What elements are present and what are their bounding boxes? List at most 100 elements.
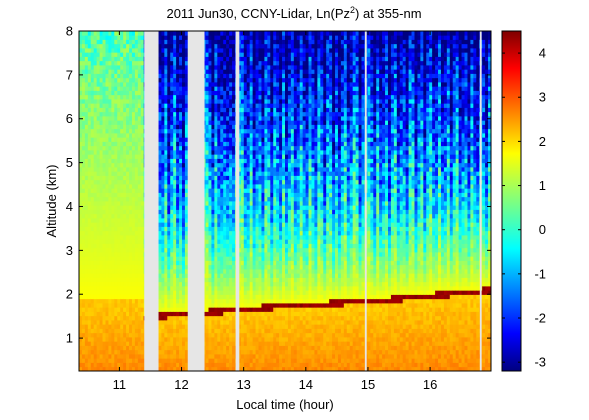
heatmap-cell [158,226,162,232]
heatmap-cell [226,90,230,96]
heatmap-cell [96,273,100,278]
heatmap-cell [96,269,100,274]
heatmap-cell [90,128,95,134]
heatmap-cell [214,103,218,108]
heatmap-cell [237,222,242,227]
heatmap-cell [223,273,227,278]
heatmap-cell [96,324,100,329]
heatmap-cell [211,150,215,155]
heatmap-cell [255,209,259,215]
heatmap-cell [232,366,236,371]
heatmap-cell [96,320,100,325]
heatmap-cell [232,192,236,198]
heatmap-cell [126,60,130,66]
heatmap-cell [81,52,86,57]
heatmap-cell [246,39,251,45]
heatmap-cell [176,320,180,325]
heatmap-cell [93,281,98,287]
heatmap-cell [167,349,171,355]
heatmap-cell [117,252,121,257]
heatmap-cell [161,290,165,295]
heatmap-cell [117,150,121,155]
heatmap-cell [208,222,212,227]
heatmap-cell [120,154,124,159]
heatmap-cell [123,332,127,338]
heatmap-cell [99,56,103,62]
heatmap-cell [102,107,106,113]
heatmap-cell [252,73,256,79]
heatmap-cell [258,77,262,83]
heatmap-cell [84,247,89,253]
heatmap-cell [208,94,212,100]
heatmap-cell [255,107,259,113]
heatmap-cell [243,320,248,325]
heatmap-cell [90,158,95,164]
heatmap-cell [208,145,212,151]
heatmap-cell [84,73,89,79]
heatmap-cell [252,366,256,371]
heatmap-cell [229,137,233,142]
heatmap-cell [87,264,92,270]
heatmap-cell [176,196,180,202]
heatmap-cell [258,99,262,104]
heatmap-cell [252,303,256,308]
heatmap-cell [161,273,165,278]
heatmap-cell [232,31,236,36]
heatmap-cell [108,188,112,193]
heatmap-cell [140,230,145,236]
heatmap-cell [114,218,118,223]
heatmap-cell [114,247,118,253]
heatmap-cell [252,120,256,125]
heatmap-cell [111,103,115,108]
heatmap-cell [249,35,254,40]
heatmap-cell [249,196,254,202]
heatmap-cell [184,328,189,334]
heatmap-cell [90,243,95,249]
heatmap-cell [126,247,130,253]
heatmap-cell [111,358,115,363]
heatmap-cell [140,35,145,40]
heatmap-cell [237,273,242,278]
heatmap-cell [102,128,106,134]
heatmap-cell [134,192,139,198]
heatmap-cell [114,188,118,193]
heatmap-cell [105,273,109,278]
heatmap-cell [173,137,177,142]
heatmap-cell [134,218,139,223]
heatmap-cell [126,158,130,164]
heatmap-cell [105,43,109,49]
heatmap-cell [182,273,186,278]
heatmap-cell [87,196,92,202]
heatmap-cell [214,137,218,142]
heatmap-cell [114,277,118,283]
heatmap-cell [182,120,186,125]
heatmap-cell [90,303,95,308]
heatmap-cell [167,354,171,359]
heatmap-cell [126,171,130,176]
heatmap-cell [105,128,109,134]
heatmap-cell [255,337,259,342]
heatmap-cell [246,111,251,117]
heatmap-cell [114,201,118,206]
heatmap-cell [126,366,130,371]
heatmap-cell [129,141,133,147]
heatmap-cell [258,133,262,138]
heatmap-cell [226,82,230,87]
heatmap-cell [161,252,165,257]
heatmap-cell [220,345,224,351]
heatmap-cell [167,230,171,236]
heatmap-cell [217,252,221,257]
heatmap-cell [111,31,115,36]
heatmap-cell [164,141,168,147]
heatmap-cell [99,94,103,100]
heatmap-cell [170,133,174,138]
heatmap-cell [114,239,118,244]
heatmap-cell [158,286,162,291]
heatmap-cell [134,298,139,304]
heatmap-cell [167,52,171,57]
heatmap-cell [205,235,209,240]
heatmap-cell [258,154,262,159]
heatmap-cell [179,145,183,151]
heatmap-cell [158,184,162,189]
heatmap-cell [243,167,248,172]
